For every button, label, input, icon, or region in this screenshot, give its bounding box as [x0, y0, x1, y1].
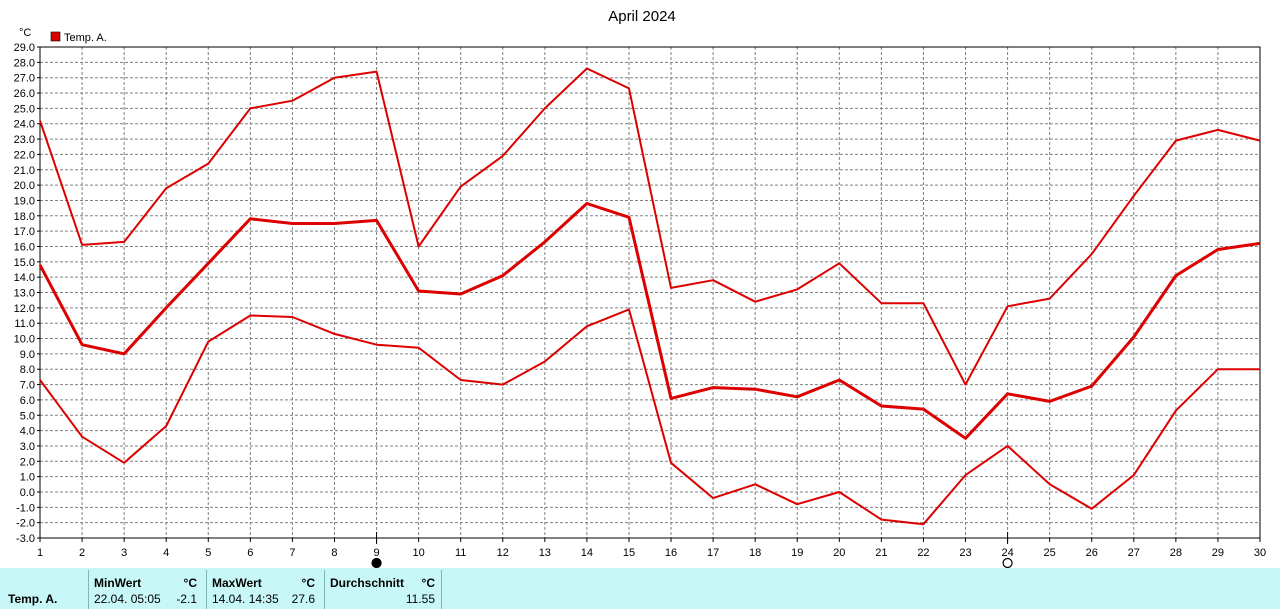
y-tick-label: 7.0: [20, 380, 35, 392]
y-tick-label: 21.0: [14, 165, 35, 177]
avg-value: 11.55: [405, 592, 435, 606]
series-line-min: [39, 308, 1260, 526]
y-tick-label: 19.0: [14, 195, 35, 207]
full-moon-icon: [1002, 532, 1013, 568]
series-line-mean: [38, 202, 1261, 440]
series-line-max: [39, 67, 1261, 386]
x-tick-label: 9: [373, 547, 379, 559]
avg-title: Durchschnitt: [330, 576, 405, 590]
y-tick-label: 6.0: [20, 395, 35, 407]
min-value: -2.1: [176, 592, 197, 606]
y-tick-label: 28.0: [14, 57, 35, 69]
min-datetime: 22.04. 05:05: [94, 592, 161, 606]
x-tick-label: 4: [163, 547, 169, 559]
x-tick-label: 23: [959, 547, 971, 559]
stats-row-label-cell: Temp. A.: [0, 568, 88, 609]
x-tick-label: 19: [791, 547, 803, 559]
x-tick-label: 21: [875, 547, 887, 559]
x-tick-label: 25: [1044, 547, 1056, 559]
stats-max-cell: MaxWert °C 14.04. 14:35 27.6: [207, 568, 323, 609]
y-tick-label: 8.0: [20, 364, 35, 376]
x-tick-label: 30: [1254, 547, 1266, 559]
stats-avg-cell: Durchschnitt °C 11.55: [325, 568, 441, 609]
y-tick-label: -2.0: [16, 518, 35, 530]
legend-entry-temp-a: Temp. A.: [64, 32, 107, 44]
stats-divider: [88, 570, 89, 609]
chart-title: April 2024: [608, 8, 676, 25]
x-tick-label: 1: [37, 547, 43, 559]
x-tick-label: 27: [1128, 547, 1140, 559]
y-axis-unit: °C: [19, 27, 31, 39]
chart-svg: -3.0 -2.0 -1.0 0.0 1.0 2.0 3.0 4.0 5.0 6.0 7.0 8.0 9…: [14, 8, 1266, 568]
x-tick-label: 22: [917, 547, 929, 559]
y-tick-label: 29.0: [14, 42, 35, 54]
x-tick-label: 17: [707, 547, 719, 559]
y-tick-label: 1.0: [20, 472, 35, 484]
y-tick-label: 0.0: [20, 487, 35, 499]
x-tick-label: 5: [205, 547, 211, 559]
y-tick-label: 25.0: [14, 103, 35, 115]
y-tick-label: 22.0: [14, 149, 35, 161]
y-tick-label: 11.0: [14, 318, 35, 330]
x-tick-label: 18: [749, 547, 761, 559]
y-tick-label: 4.0: [20, 426, 35, 438]
y-tick-label: 26.0: [14, 88, 35, 100]
y-tick-label: 27.0: [14, 73, 35, 85]
y-tick-label: 5.0: [20, 410, 35, 422]
x-tick-label: 16: [665, 547, 677, 559]
y-tick-label: 2.0: [20, 456, 35, 468]
x-tick-label: 7: [289, 547, 295, 559]
y-tick-label: 23.0: [14, 134, 35, 146]
max-value: 27.6: [291, 592, 315, 606]
x-tick-label: 6: [247, 547, 253, 559]
min-unit: °C: [183, 576, 197, 590]
x-tick-label: 28: [1170, 547, 1182, 559]
x-tick-label: 2: [79, 547, 85, 559]
y-tick-label: 20.0: [14, 180, 35, 192]
y-tick-label: 12.0: [14, 303, 35, 315]
x-tick-label: 26: [1086, 547, 1098, 559]
y-tick-label: -1.0: [16, 502, 35, 514]
y-tick-label: 3.0: [20, 441, 35, 453]
y-tick-label: 24.0: [14, 119, 35, 131]
y-tick-label: 17.0: [14, 226, 35, 238]
temperature-chart: -3.0 -2.0 -1.0 0.0 1.0 2.0 3.0 4.0 5.0 6.0 7.0 8.0 9…: [14, 8, 1266, 568]
avg-unit: °C: [421, 576, 435, 590]
y-tick-label: 9.0: [20, 349, 35, 361]
y-tick-label: 13.0: [14, 288, 35, 300]
x-tick-label: 11: [455, 547, 466, 559]
x-tick-label: 13: [539, 547, 551, 559]
x-tick-label: 3: [121, 547, 127, 559]
statistics-panel: Temp. A. MinWert °C 22.04. 05:05 -2.1 Ma…: [0, 568, 1280, 609]
stats-min-cell: MinWert °C 22.04. 05:05 -2.1: [89, 568, 205, 609]
stats-divider: [441, 570, 442, 609]
legend-swatch: [50, 31, 61, 42]
y-tick-label: 16.0: [14, 241, 35, 253]
max-datetime: 14.04. 14:35: [212, 592, 279, 606]
max-title: MaxWert: [212, 576, 262, 590]
x-tick-label: 14: [581, 547, 593, 559]
x-tick-label: 12: [497, 547, 509, 559]
y-tick-label: 14.0: [14, 272, 35, 284]
x-tick-label: 24: [1001, 547, 1013, 559]
x-tick-label: 8: [331, 547, 337, 559]
y-tick-label: 15.0: [14, 257, 35, 269]
y-tick-label: 10.0: [14, 334, 35, 346]
stats-row-label: Temp. A.: [8, 592, 58, 606]
x-tick-label: 15: [623, 547, 635, 559]
y-tick-label: 18.0: [14, 211, 35, 223]
min-title: MinWert: [94, 576, 142, 590]
new-moon-icon: [371, 532, 382, 568]
stats-divider: [206, 570, 207, 609]
x-tick-label: 29: [1212, 547, 1224, 559]
x-tick-label: 10: [412, 547, 424, 559]
max-unit: °C: [301, 576, 315, 590]
stats-divider: [324, 570, 325, 609]
y-tick-label: -3.0: [16, 533, 35, 545]
x-tick-label: 20: [833, 547, 845, 559]
